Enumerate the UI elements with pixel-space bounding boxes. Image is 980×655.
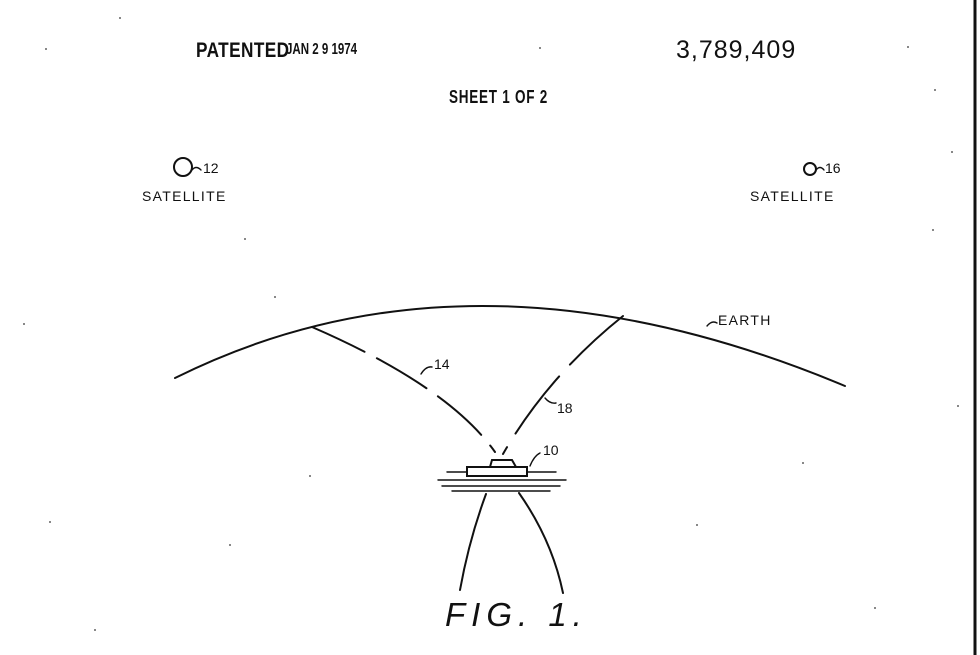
patent-date: JAN 2 9 1974: [286, 41, 358, 58]
satellite-12-label: SATELLITE: [142, 188, 227, 204]
signal-path-14: [311, 326, 496, 453]
path-14-ref: 14: [434, 356, 450, 372]
patent-number: 3,789,409: [676, 36, 797, 64]
vessel-cabin: [489, 459, 517, 468]
vessel-leader: [529, 452, 541, 467]
satellite-16-ref: 16: [825, 160, 841, 176]
path-continuation-left: [459, 493, 487, 591]
earth-horizon: [174, 304, 846, 387]
vessel-hull: [466, 466, 528, 477]
sheet-number: SHEET 1 OF 2: [449, 87, 549, 107]
satellite-16-symbol: [803, 162, 817, 176]
satellite-12-symbol: [173, 157, 193, 177]
path-continuation-right: [518, 492, 564, 594]
vessel-10: 10: [466, 442, 559, 477]
satellite-12-leader: [191, 166, 202, 171]
figure-caption: FIG. 1.: [445, 596, 588, 633]
patented-stamp: PATENTED: [196, 39, 290, 62]
satellite-16-label: SATELLITE: [750, 188, 835, 204]
earth-leader: [706, 321, 718, 327]
signal-path-18: [502, 315, 624, 455]
satellite-16: 16 SATELLITE: [750, 160, 841, 204]
earth-label: EARTH: [718, 312, 772, 328]
water-surface: [437, 471, 567, 492]
vessel-ref: 10: [543, 442, 559, 458]
path-18-leader: [544, 397, 557, 404]
scan-specks: [23, 17, 959, 631]
satellite-16-leader: [815, 166, 825, 171]
satellite-12: 12 SATELLITE: [142, 157, 227, 204]
path-18-ref: 18: [557, 400, 573, 416]
path-14-leader: [420, 366, 433, 375]
satellite-12-ref: 12: [203, 160, 219, 176]
